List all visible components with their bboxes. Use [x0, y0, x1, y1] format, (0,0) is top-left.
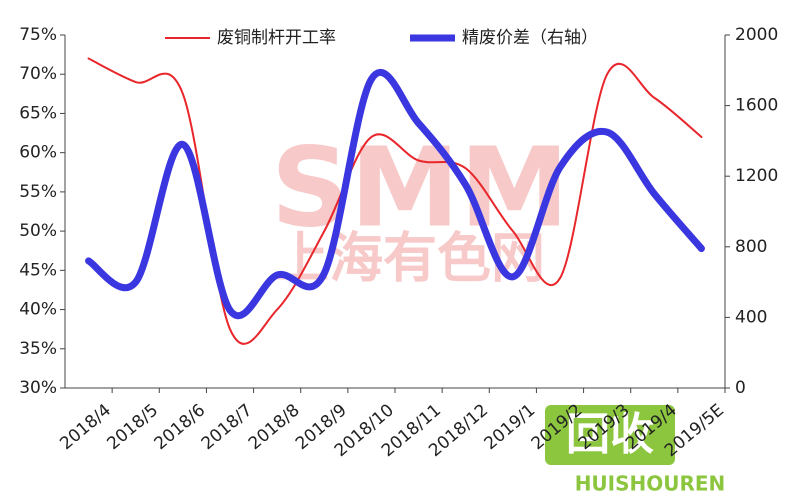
series-line [87, 57, 703, 345]
y-tick-label: 45% [19, 260, 57, 280]
x-tick-label: 2018/5 [103, 400, 162, 454]
y-tick-label: 75% [19, 25, 57, 45]
watermark: 回收 [566, 409, 654, 460]
watermark: SMM [271, 123, 569, 251]
y-tick-label: 30% [19, 378, 57, 398]
x-tick-label: 2018/6 [151, 400, 210, 454]
y-tick-label: 35% [19, 339, 57, 359]
watermark: 上海有色网 [275, 227, 545, 290]
x-tick-label: 2018/4 [56, 400, 115, 454]
y-tick-label: 65% [19, 103, 57, 123]
x-tick-label: 2018/7 [198, 400, 257, 454]
series-line [85, 69, 705, 320]
y2-tick-label: 0 [735, 378, 746, 398]
legend-label: 精废价差（右轴） [462, 28, 598, 48]
watermark-box [545, 405, 675, 465]
y-tick-label: 70% [19, 64, 57, 84]
y2-tick-label: 400 [735, 307, 767, 327]
watermark: HUISHOUREN [575, 472, 726, 496]
y2-tick-label: 1600 [735, 96, 778, 116]
y2-tick-label: 2000 [735, 25, 778, 45]
y-tick-label: 50% [19, 221, 57, 241]
y-tick-label: 55% [19, 182, 57, 202]
x-tick-label: 2018/8 [245, 400, 304, 454]
y2-tick-label: 800 [735, 237, 767, 257]
legend-label: 废铜制杆开工率 [217, 28, 336, 48]
y-tick-label: 60% [19, 143, 57, 163]
y2-tick-label: 1200 [735, 166, 778, 186]
x-tick-label: 2019/1 [481, 400, 540, 454]
y-tick-label: 40% [19, 300, 57, 320]
